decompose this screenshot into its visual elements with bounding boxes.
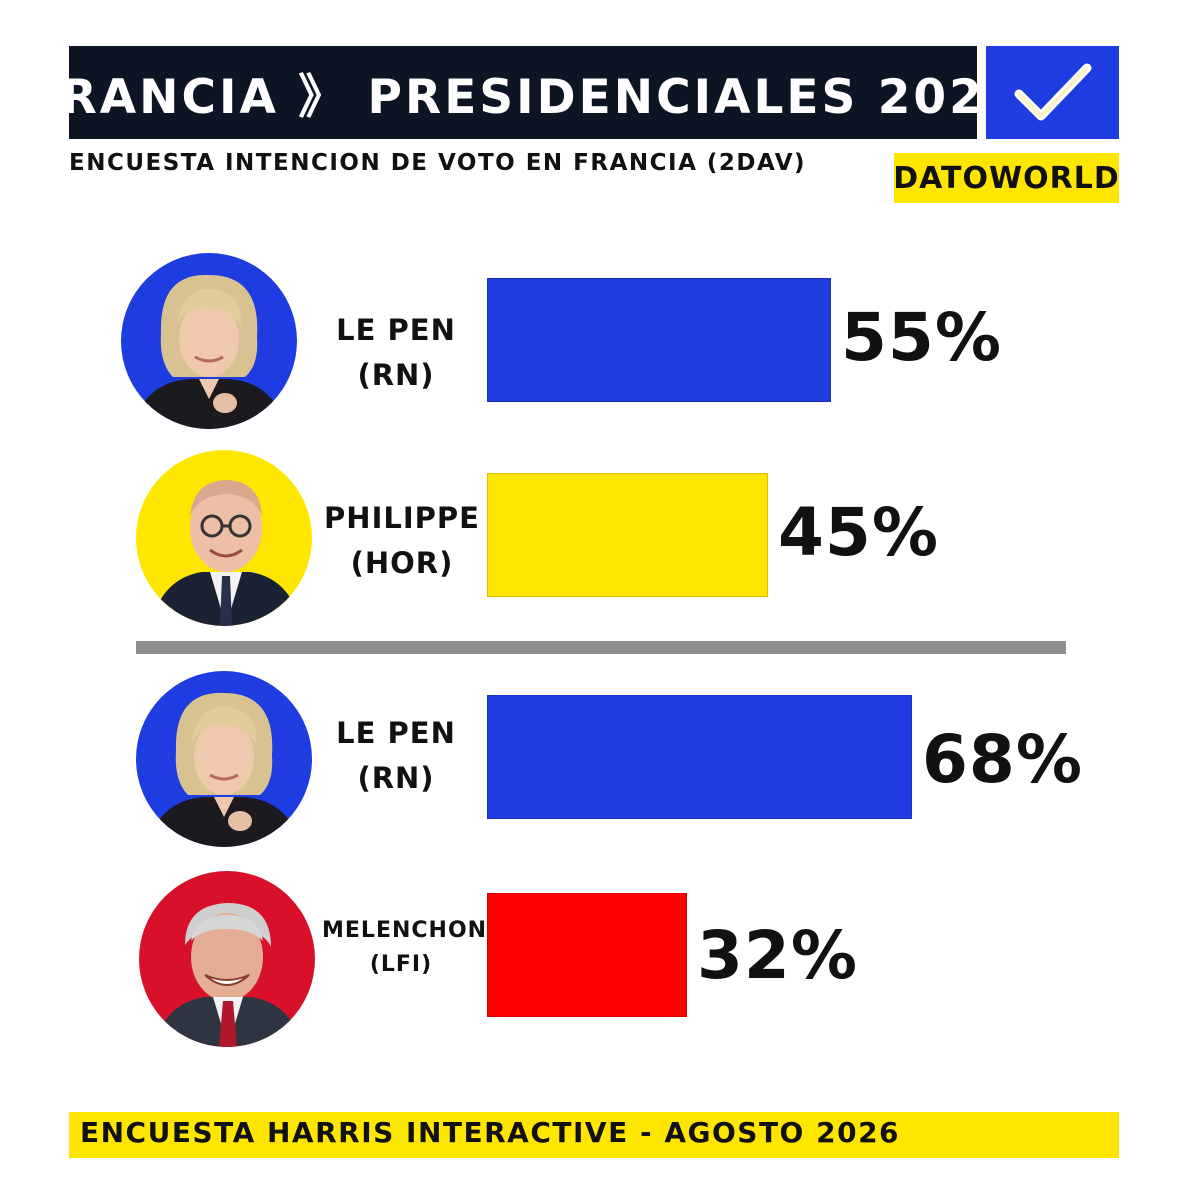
candidate-label: PHILIPPE (HOR) xyxy=(322,496,482,586)
check-badge xyxy=(986,46,1119,139)
candidate-label: MELENCHON (LFI) xyxy=(322,914,488,982)
brand-logo: DATOWORLD xyxy=(893,153,1119,203)
candidate-party: (LFI) xyxy=(369,952,433,978)
section-divider xyxy=(136,641,1066,654)
candidate-party: (RN) xyxy=(357,357,435,392)
bar-melenchon xyxy=(487,893,687,1017)
bar-le-pen xyxy=(487,278,831,402)
value-label-melenchon: 32% xyxy=(697,917,858,994)
candidate-photo-le-pen xyxy=(136,671,312,847)
bar-le-pen xyxy=(487,695,912,819)
candidate-photo-philippe xyxy=(136,450,312,626)
candidate-name: LE PEN xyxy=(336,716,456,750)
candidate-name: PHILIPPE xyxy=(324,501,480,535)
candidate-name: MELENCHON xyxy=(322,918,488,943)
candidate-party: (HOR) xyxy=(350,545,454,580)
source-note: ENCUESTA HARRIS INTERACTIVE - AGOSTO 202… xyxy=(80,1116,901,1149)
candidate-name: LE PEN xyxy=(336,313,456,347)
candidate-label: LE PEN (RN) xyxy=(326,308,466,398)
candidate-party: (RN) xyxy=(357,760,435,795)
value-label-philippe: 45% xyxy=(778,494,939,571)
candidate-photo-le-pen xyxy=(121,253,297,429)
bar-philippe xyxy=(487,473,768,597)
page-title: FRANCIA 》 PRESIDENCIALES 2027 xyxy=(25,46,1018,139)
candidate-photo-melenchon xyxy=(139,871,315,1047)
value-label-le-pen: 68% xyxy=(922,721,1083,798)
value-label-le-pen: 55% xyxy=(841,299,1002,376)
candidate-label: LE PEN (RN) xyxy=(326,711,466,801)
chart-subtitle: ENCUESTA INTENCION DE VOTO EN FRANCIA (2… xyxy=(69,150,807,176)
source-band xyxy=(69,1112,1119,1158)
check-mark-icon xyxy=(1014,63,1091,120)
